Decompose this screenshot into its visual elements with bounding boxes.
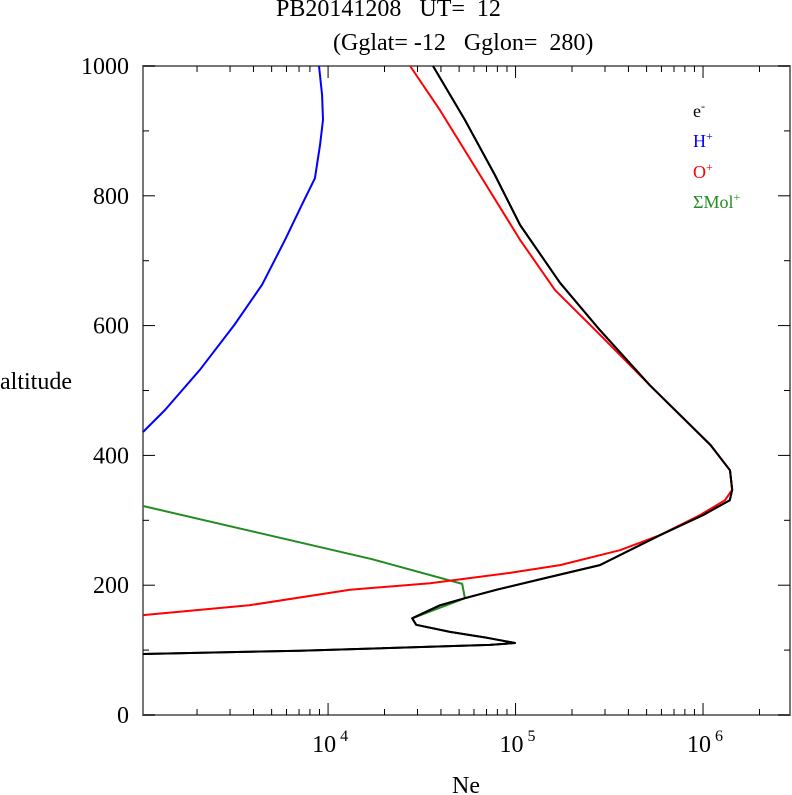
chart-subtitle: (Gglat= -12 Gglon= 280): [333, 30, 594, 56]
legend-entry: O+: [693, 160, 713, 182]
x-tick-label-exponent: 6: [715, 728, 723, 745]
x-tick-label: 10: [312, 732, 336, 758]
legend-entry: e-: [693, 99, 705, 121]
series-line-mol: [142, 505, 466, 620]
x-tick-label-exponent: 5: [528, 728, 536, 745]
x-tick-label-exponent: 4: [340, 728, 348, 745]
x-tick-label: 10: [687, 732, 711, 758]
y-tick-label: 200: [93, 573, 129, 599]
chart-title: PB20141208 UT= 12: [276, 0, 501, 22]
x-axis-label: Ne: [452, 773, 480, 795]
x-tick-label: 10: [500, 732, 524, 758]
y-tick-label: 0: [117, 703, 129, 729]
y-axis-label: altitude: [0, 369, 72, 395]
legend-entry: ΣMol+: [693, 190, 740, 212]
legend-entry: H+: [693, 129, 713, 151]
ticks: [143, 65, 790, 716]
series-lines: [142, 65, 734, 655]
series-line-e-top: [142, 65, 734, 655]
y-tick-label: 600: [93, 314, 129, 340]
series-line-o: [142, 65, 734, 617]
y-tick-label: 800: [93, 184, 129, 210]
series-line-e: [142, 65, 734, 655]
y-tick-label: 1000: [81, 54, 129, 80]
legend: e- H+ O+ ΣMol+: [693, 99, 740, 212]
y-tick-label: 400: [93, 443, 129, 469]
series-line-h: [142, 65, 324, 433]
